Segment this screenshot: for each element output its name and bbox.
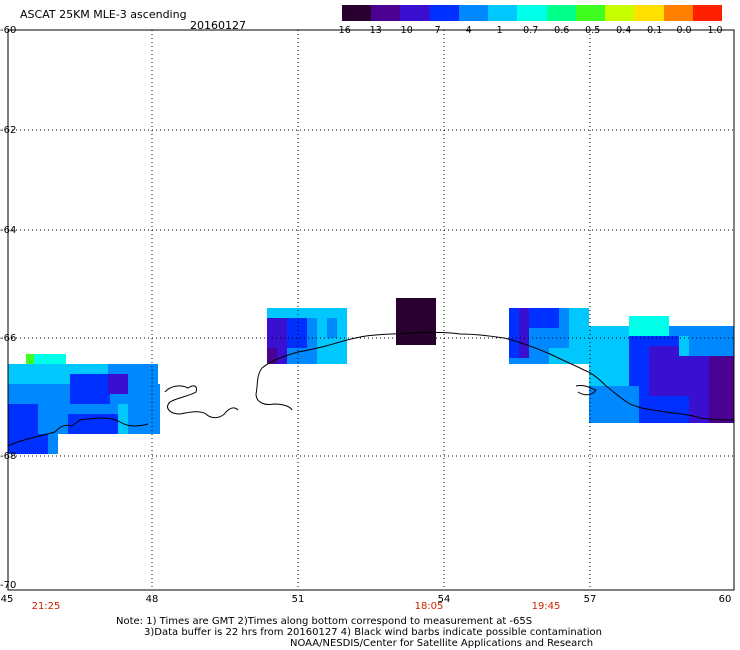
pass-time-label: 18:05 bbox=[414, 601, 444, 612]
data-tile bbox=[679, 336, 689, 356]
colorbar-swatch bbox=[371, 5, 401, 21]
note-line-2: 3)Data buffer is 22 hrs from 20160127 4)… bbox=[144, 627, 602, 638]
colorbar-swatch bbox=[488, 5, 518, 21]
colorbar-swatch bbox=[663, 5, 693, 21]
lat-label: -60 bbox=[0, 25, 17, 36]
data-tile bbox=[70, 374, 110, 404]
data-tile bbox=[68, 414, 118, 434]
data-tile bbox=[34, 354, 66, 364]
map-date: 20160127 bbox=[190, 19, 246, 32]
data-tile bbox=[529, 308, 559, 328]
note-line-1: Note: 1) Times are GMT 2)Times along bot… bbox=[116, 616, 533, 627]
colorbar-swatch bbox=[575, 5, 606, 21]
note-line-3: NOAA/NESDIS/Center for Satellite Applica… bbox=[290, 638, 594, 649]
colorbar-swatch bbox=[546, 5, 576, 21]
data-tile bbox=[267, 348, 277, 364]
data-tile bbox=[26, 354, 34, 364]
coastline bbox=[7, 331, 735, 447]
map-grid bbox=[8, 30, 734, 590]
data-tile bbox=[629, 316, 669, 336]
lat-label: -68 bbox=[0, 451, 17, 462]
data-tile bbox=[589, 326, 629, 386]
lon-label: 51 bbox=[291, 594, 305, 605]
data-tile bbox=[38, 404, 68, 434]
data-tile bbox=[118, 404, 128, 434]
wind-data-tiles bbox=[8, 298, 734, 454]
data-tile bbox=[549, 348, 589, 364]
colorbar-swatch bbox=[429, 5, 459, 21]
lon-label: 54 bbox=[437, 594, 451, 605]
colorbar-swatch bbox=[692, 5, 723, 21]
lon-label: 60 bbox=[718, 594, 732, 605]
data-tile bbox=[287, 318, 307, 348]
colorbar-swatch bbox=[342, 5, 372, 21]
lat-label: -64 bbox=[0, 225, 17, 236]
lon-label: 57 bbox=[583, 594, 597, 605]
data-tile bbox=[519, 308, 529, 358]
map-title: ASCAT 25KM MLE-3 ascending bbox=[20, 8, 187, 21]
lat-label: -70 bbox=[0, 580, 17, 591]
data-tile bbox=[128, 384, 160, 434]
lat-label: -66 bbox=[0, 333, 17, 344]
colorbar-swatch bbox=[605, 5, 635, 21]
lat-label: -62 bbox=[0, 125, 17, 136]
data-tile bbox=[709, 356, 734, 423]
lon-label: 48 bbox=[145, 594, 159, 605]
data-tile bbox=[48, 434, 58, 454]
data-tile bbox=[396, 298, 436, 345]
data-tile bbox=[108, 374, 128, 394]
pass-time-label: 21:25 bbox=[31, 601, 61, 612]
pass-time-label: 19:45 bbox=[531, 601, 561, 612]
data-tile bbox=[8, 384, 68, 404]
data-tile bbox=[8, 434, 58, 454]
colorbar bbox=[342, 5, 723, 21]
colorbar-swatch bbox=[458, 5, 489, 21]
colorbar-swatch bbox=[634, 5, 664, 21]
data-tile bbox=[327, 318, 337, 338]
colorbar-swatch bbox=[517, 5, 547, 21]
lon-label: 45 bbox=[0, 594, 14, 605]
colorbar-swatch bbox=[400, 5, 430, 21]
plot-frame bbox=[7, 29, 735, 591]
data-tile bbox=[569, 308, 589, 348]
